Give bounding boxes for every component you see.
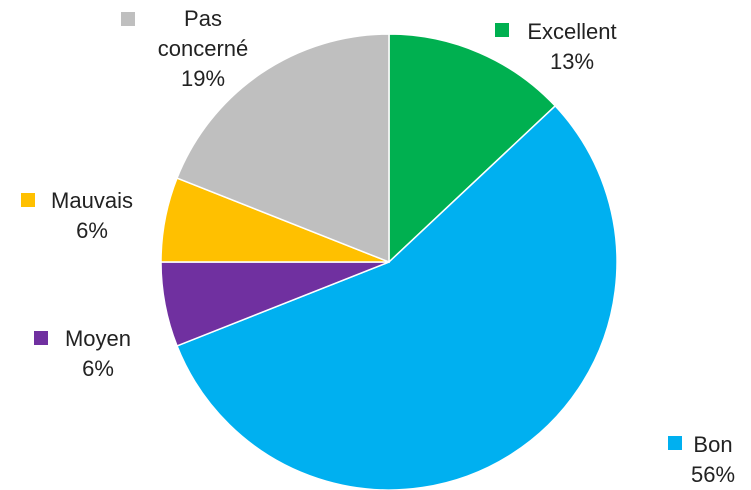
label-moyen-value: 6% — [82, 356, 114, 381]
label-pas-concerne-value: 19% — [180, 66, 226, 91]
pie-slice-bon — [176, 104, 618, 490]
pie-slice-excellent — [388, 33, 557, 264]
pie-slice-pas-concerne — [176, 33, 390, 264]
label-moyen: Moyen 6% — [65, 324, 131, 384]
label-bon-name: Bon — [693, 432, 733, 457]
label-excellent: Excellent 13% — [527, 17, 616, 77]
label-pas-concerne-name: Pas concerné — [157, 6, 249, 61]
label-moyen-name: Moyen — [64, 326, 132, 351]
legend-key-moyen — [34, 331, 48, 345]
legend-key-mauvais — [21, 193, 35, 207]
label-bon: Bon 56% — [691, 430, 735, 490]
legend-key-pas-concerne — [121, 12, 135, 26]
label-mauvais: Mauvais 6% — [51, 186, 133, 246]
label-excellent-name: Excellent — [527, 19, 617, 44]
label-bon-value: 56% — [690, 462, 736, 487]
legend-key-bon — [668, 436, 682, 450]
label-mauvais-name: Mauvais — [51, 188, 133, 213]
legend-key-excellent — [495, 23, 509, 37]
label-mauvais-value: 6% — [76, 218, 108, 243]
label-excellent-value: 13% — [549, 49, 595, 74]
label-pas-concerne: Pas concerné 19% — [148, 4, 258, 94]
